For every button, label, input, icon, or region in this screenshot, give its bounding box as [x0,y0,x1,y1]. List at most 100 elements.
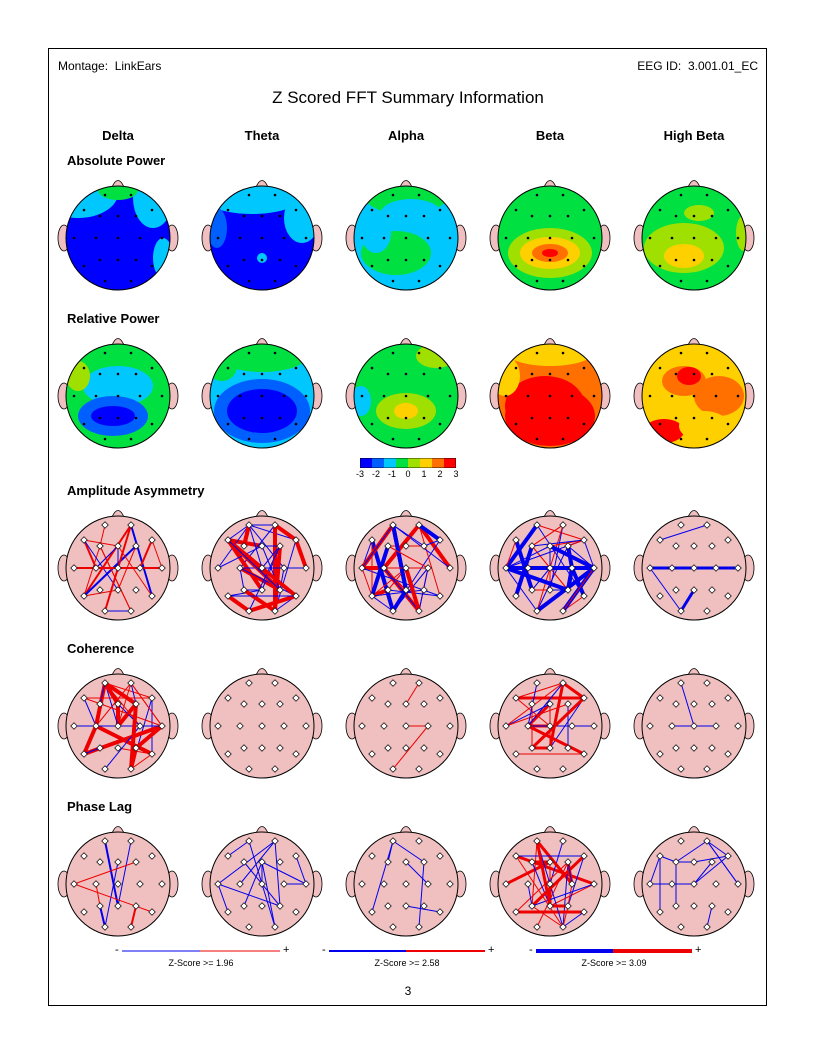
link-T5-O1 [226,594,251,613]
legend-2-caption: Z-Score >= 2.58 [374,958,440,968]
electrode-O2 [559,923,567,931]
electrode-Fp2 [271,837,279,845]
electrode-Cz [546,722,554,730]
link-Fp2-Pz [549,524,564,591]
electrode-T6 [294,264,298,268]
electrode-T5 [514,264,518,268]
electrode-F8 [582,366,586,370]
electrode-O2 [703,607,711,615]
electrode-O1 [389,923,397,931]
electrode-Fp1 [533,679,541,687]
electrode-C4 [568,722,576,730]
electrode-T3 [358,722,366,730]
electrode-Fp2 [129,351,133,355]
electrode-T3 [214,880,222,888]
link-F3-Fp1 [99,524,106,547]
link-Fp2-T4 [706,840,739,885]
electrode-F3 [98,372,102,376]
link-Pz-T6 [405,905,441,913]
link-P4-Fp2 [274,840,281,907]
electrode-F8 [726,208,730,212]
electrode-T5 [512,908,520,916]
head-phase-lag-high-beta [633,826,755,937]
electrode-O2 [561,279,565,283]
electrode-F4 [134,214,138,218]
link-C4-F8 [139,539,153,569]
link-F4-O1 [536,861,569,928]
colorbar-tick-3: 0 [405,469,411,479]
electrode-Fp1 [391,193,395,197]
electrode-C3 [94,394,98,398]
link-O2-P4 [130,905,137,928]
electrode-Pz [546,744,554,752]
row-label-amplitude-asymmetry: Amplitude Asymmetry [67,483,205,498]
link-O1-T6 [248,594,297,613]
electrode-Pz [404,416,408,420]
electrode-Fp1 [533,837,541,845]
electrode-F3 [384,700,392,708]
link-T3-F4 [505,703,569,727]
electrode-P3 [98,416,102,420]
electrode-Cz [546,880,554,888]
electrode-F4 [278,214,282,218]
electrode-O1 [389,607,397,615]
electrode-Fp2 [559,521,567,529]
electrode-T3 [502,880,510,888]
electrode-F3 [96,700,104,708]
electrode-F8 [582,208,586,212]
colorbar-segment-2 [384,458,396,468]
link-T5-F3 [370,545,390,597]
electrode-T4 [590,564,598,572]
electrode-O1 [391,279,395,283]
electrode-T4 [160,236,164,240]
electrode-P4 [710,258,714,262]
map-region-3 [542,249,558,257]
electrode-F3 [528,858,536,866]
electrode-T5 [226,264,230,268]
map-region-2 [416,344,456,368]
electrode-Cz [690,564,698,572]
link-O2-F7 [515,855,564,928]
electrode-O2 [415,607,423,615]
row-label-coherence: Coherence [67,641,135,656]
electrode-O2 [127,923,135,931]
colorbar-segment-7 [444,458,456,468]
electrode-P3 [96,744,104,752]
page-frame [48,48,767,1006]
link-Fz-T4 [549,544,595,570]
electrode-O2 [559,607,567,615]
electrode-C4 [280,564,288,572]
link-F8-P3 [530,854,586,908]
colorbar-tick-4: 1 [421,469,427,479]
electrode-O1 [389,765,397,773]
map-region-3 [736,215,746,251]
link-P4-F8 [567,855,585,907]
electrode-T4 [590,880,598,888]
legend-3-caption: Z-Score >= 3.09 [581,958,647,968]
electrode-Fz [114,700,122,708]
electrode-C4 [570,236,574,240]
electrode-T5 [656,750,664,758]
electrode-C3 [236,880,244,888]
electrode-T3 [504,394,508,398]
electrode-Fz [546,700,554,708]
electrode-O1 [535,279,539,283]
colorbar-tick-2: -1 [387,469,396,479]
electrode-T3 [502,564,510,572]
electrode-Fp1 [101,679,109,687]
electrode-O2 [703,765,711,773]
electrode-T3 [360,394,364,398]
colorbar-segment-1 [372,458,384,468]
link-F8-Cz [693,855,729,885]
electrode-F4 [276,858,284,866]
electrode-O1 [247,437,251,441]
electrode-T4 [158,722,166,730]
electrode-O2 [415,765,423,773]
electrode-C4 [280,722,288,730]
electrode-C3 [670,394,674,398]
electrode-Fz [546,542,554,550]
head-outline [497,343,603,449]
map-region-3 [498,356,520,396]
electrode-T6 [292,750,300,758]
electrode-O2 [129,279,133,283]
